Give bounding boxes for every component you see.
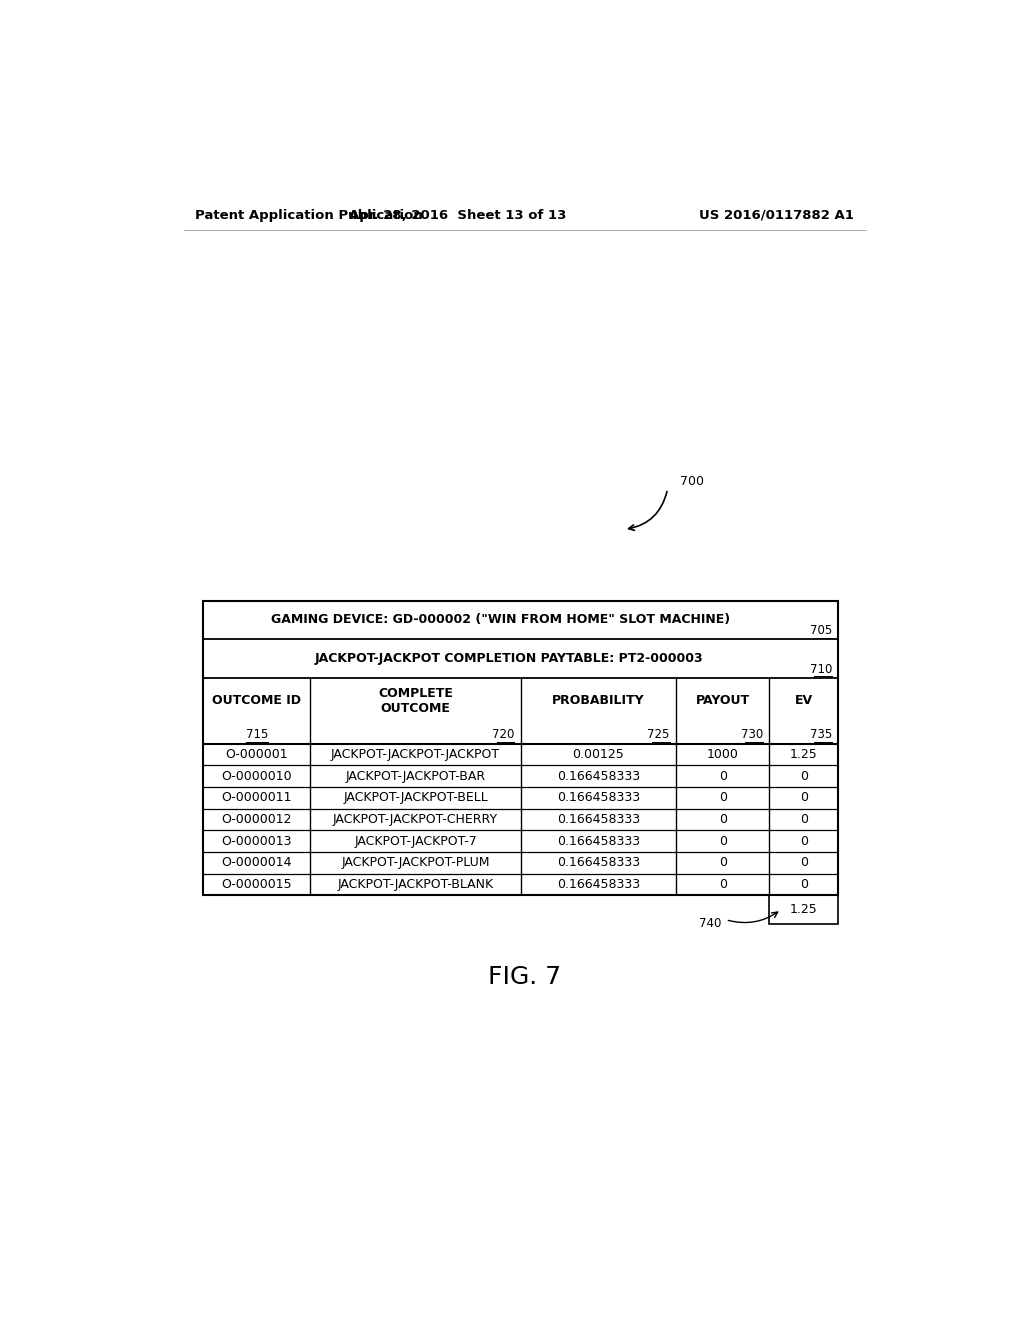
Text: 720: 720 <box>493 727 514 741</box>
Text: 0: 0 <box>800 813 808 826</box>
Text: 0.166458333: 0.166458333 <box>557 834 640 847</box>
Text: 715: 715 <box>246 727 268 741</box>
Text: COMPLETE
OUTCOME: COMPLETE OUTCOME <box>378 686 453 714</box>
Text: 735: 735 <box>810 727 831 741</box>
Text: 0: 0 <box>719 792 727 804</box>
Text: PAYOUT: PAYOUT <box>695 694 750 708</box>
Text: O-0000013: O-0000013 <box>221 834 292 847</box>
Text: 0.166458333: 0.166458333 <box>557 813 640 826</box>
Text: US 2016/0117882 A1: US 2016/0117882 A1 <box>699 209 854 222</box>
Text: 0: 0 <box>800 770 808 783</box>
Text: O-0000011: O-0000011 <box>221 792 292 804</box>
Text: JACKPOT-JACKPOT-BELL: JACKPOT-JACKPOT-BELL <box>343 792 488 804</box>
Text: 710: 710 <box>810 663 831 676</box>
Text: 0: 0 <box>719 834 727 847</box>
Text: 700: 700 <box>680 475 703 488</box>
Text: 0: 0 <box>719 857 727 870</box>
Text: JACKPOT-JACKPOT-CHERRY: JACKPOT-JACKPOT-CHERRY <box>333 813 498 826</box>
Text: JACKPOT-JACKPOT-BAR: JACKPOT-JACKPOT-BAR <box>345 770 485 783</box>
Text: 0.166458333: 0.166458333 <box>557 857 640 870</box>
Text: O-000001: O-000001 <box>225 748 288 762</box>
Text: 705: 705 <box>810 624 831 638</box>
Text: 0: 0 <box>800 857 808 870</box>
Text: JACKPOT-JACKPOT-PLUM: JACKPOT-JACKPOT-PLUM <box>341 857 489 870</box>
Text: PROBABILITY: PROBABILITY <box>552 694 645 708</box>
Text: 0: 0 <box>800 792 808 804</box>
Text: O-0000010: O-0000010 <box>221 770 292 783</box>
Text: GAMING DEVICE: GD-000002 ("WIN FROM HOME" SLOT MACHINE): GAMING DEVICE: GD-000002 ("WIN FROM HOME… <box>271 614 730 627</box>
Text: JACKPOT-JACKPOT COMPLETION PAYTABLE: PT2-000003: JACKPOT-JACKPOT COMPLETION PAYTABLE: PT2… <box>314 652 703 665</box>
Text: Patent Application Publication: Patent Application Publication <box>196 209 423 222</box>
Text: 1.25: 1.25 <box>790 748 817 762</box>
Bar <box>769 895 839 924</box>
Text: OUTCOME ID: OUTCOME ID <box>212 694 301 708</box>
Text: 1000: 1000 <box>707 748 738 762</box>
Text: EV: EV <box>795 694 813 708</box>
Text: 0.166458333: 0.166458333 <box>557 878 640 891</box>
Text: 730: 730 <box>740 727 763 741</box>
Text: 0: 0 <box>719 878 727 891</box>
Bar <box>204 601 839 895</box>
Text: 0.166458333: 0.166458333 <box>557 792 640 804</box>
Text: FIG. 7: FIG. 7 <box>488 965 561 989</box>
Text: JACKPOT-JACKPOT-7: JACKPOT-JACKPOT-7 <box>354 834 477 847</box>
Text: 0: 0 <box>800 834 808 847</box>
Text: 0: 0 <box>800 878 808 891</box>
Text: 0: 0 <box>719 813 727 826</box>
Text: 0.166458333: 0.166458333 <box>557 770 640 783</box>
Text: 740: 740 <box>699 917 722 931</box>
Text: 1.25: 1.25 <box>790 903 817 916</box>
Text: O-0000015: O-0000015 <box>221 878 292 891</box>
Text: 725: 725 <box>647 727 670 741</box>
Text: 0.00125: 0.00125 <box>572 748 625 762</box>
Text: O-0000014: O-0000014 <box>221 857 292 870</box>
Text: O-0000012: O-0000012 <box>221 813 292 826</box>
Text: JACKPOT-JACKPOT-JACKPOT: JACKPOT-JACKPOT-JACKPOT <box>331 748 500 762</box>
Text: JACKPOT-JACKPOT-BLANK: JACKPOT-JACKPOT-BLANK <box>338 878 494 891</box>
Text: Apr. 28, 2016  Sheet 13 of 13: Apr. 28, 2016 Sheet 13 of 13 <box>348 209 566 222</box>
Text: 0: 0 <box>719 770 727 783</box>
